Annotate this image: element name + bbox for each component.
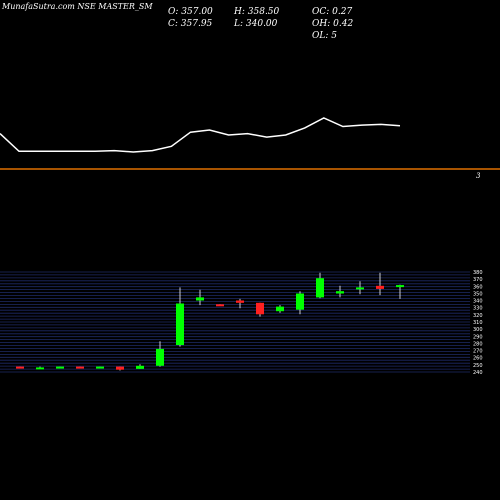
chart-title: MunafaSutra.com NSE MASTER_SM — [2, 2, 153, 11]
y-tick-label: 270 — [473, 349, 483, 355]
close-value: 357.95 — [180, 19, 213, 29]
high-value: 358.50 — [247, 7, 280, 17]
candle-body — [116, 366, 124, 370]
ohlc-left: O: 357.00 C: 357.95 — [168, 6, 213, 30]
low-value: 340.00 — [245, 19, 278, 29]
candle-body — [396, 285, 404, 288]
y-tick-label: 250 — [473, 363, 483, 369]
candle-body — [216, 304, 224, 307]
level-label: 3 — [476, 172, 481, 180]
y-tick-label: 340 — [473, 299, 483, 305]
oh-label: OH: — [312, 19, 331, 29]
y-axis-ticks: 2402502602702802903003103203303403503603… — [473, 270, 483, 376]
high-label: H: — [234, 7, 245, 17]
candle-body — [316, 278, 324, 298]
close-label: C: — [168, 19, 178, 29]
candle-body — [176, 303, 184, 345]
candle-body — [56, 366, 64, 369]
candle-body — [196, 297, 204, 301]
candle-body — [16, 366, 24, 369]
candle-body — [76, 366, 84, 369]
price-line-path — [0, 117, 401, 153]
oc-label: OC: — [312, 7, 330, 17]
y-tick-label: 330 — [473, 306, 483, 312]
ohlc-middle: H: 358.50 L: 340.00 — [234, 6, 279, 30]
y-tick-label: 360 — [473, 284, 483, 290]
y-tick-label: 350 — [473, 291, 483, 297]
candle-body — [36, 367, 44, 370]
y-tick-label: 380 — [473, 270, 483, 276]
ohlc-right: OC: 0.27 OH: 0.42 OL: 5 — [312, 6, 353, 42]
candle-grid — [0, 271, 470, 373]
y-tick-label: 300 — [473, 327, 483, 333]
y-tick-label: 240 — [473, 370, 483, 376]
candle-body — [296, 293, 304, 310]
candle-body — [236, 300, 244, 303]
candle-body — [356, 287, 364, 290]
y-tick-label: 320 — [473, 313, 483, 319]
candlesticks — [16, 272, 404, 371]
y-tick-label: 370 — [473, 277, 483, 283]
y-tick-label: 260 — [473, 356, 483, 362]
oc-value: 0.27 — [332, 7, 353, 17]
candle-body — [376, 285, 384, 289]
ol-value: 5 — [331, 31, 337, 41]
ol-label: OL: — [312, 31, 329, 41]
candle-body — [136, 365, 144, 369]
oh-value: 0.42 — [333, 19, 354, 29]
y-tick-label: 280 — [473, 341, 483, 347]
open-value: 357.00 — [181, 7, 213, 17]
candle-body — [96, 366, 104, 369]
y-tick-label: 310 — [473, 320, 483, 326]
open-label: O: — [168, 7, 179, 17]
price-line — [0, 117, 401, 153]
candle-body — [156, 348, 164, 366]
candle-body — [336, 291, 344, 294]
low-label: L: — [234, 19, 244, 29]
candle-body — [256, 302, 264, 315]
y-tick-label: 290 — [473, 334, 483, 340]
candle-body — [276, 306, 284, 312]
